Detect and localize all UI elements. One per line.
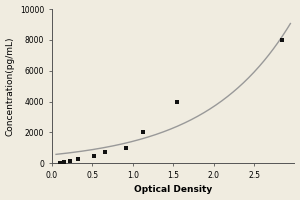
Point (175, 100, 180, 103)
Point (58, 161, 62, 164)
Point (280, 38, 285, 41)
Point (68, 160, 72, 163)
Point (102, 150, 107, 153)
Point (76, 158, 80, 161)
Point (140, 131, 145, 134)
Point (124, 146, 129, 149)
Y-axis label: Concentration(pg/mL): Concentration(pg/mL) (6, 36, 15, 136)
Point (92, 154, 96, 157)
Point (62, 161, 67, 164)
X-axis label: Optical Density: Optical Density (134, 185, 212, 194)
